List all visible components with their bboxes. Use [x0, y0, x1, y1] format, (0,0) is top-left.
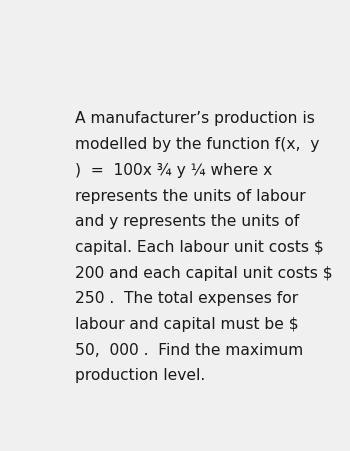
Text: )  =  100x ¾ y ¼ where x: ) = 100x ¾ y ¼ where x: [75, 163, 272, 178]
Text: capital. Each labour unit costs $: capital. Each labour unit costs $: [75, 240, 324, 255]
Text: labour and capital must be $: labour and capital must be $: [75, 317, 299, 332]
Text: 200 and each capital unit costs $: 200 and each capital unit costs $: [75, 266, 332, 281]
Text: modelled by the function f(x,  y: modelled by the function f(x, y: [75, 137, 319, 152]
Text: A manufacturer’s production is: A manufacturer’s production is: [75, 111, 315, 126]
Text: represents the units of labour: represents the units of labour: [75, 189, 306, 203]
Text: and y represents the units of: and y represents the units of: [75, 214, 299, 229]
Text: 250 .  The total expenses for: 250 . The total expenses for: [75, 291, 298, 306]
Text: production level.: production level.: [75, 368, 205, 383]
Text: 50,  000 .  Find the maximum: 50, 000 . Find the maximum: [75, 343, 303, 358]
